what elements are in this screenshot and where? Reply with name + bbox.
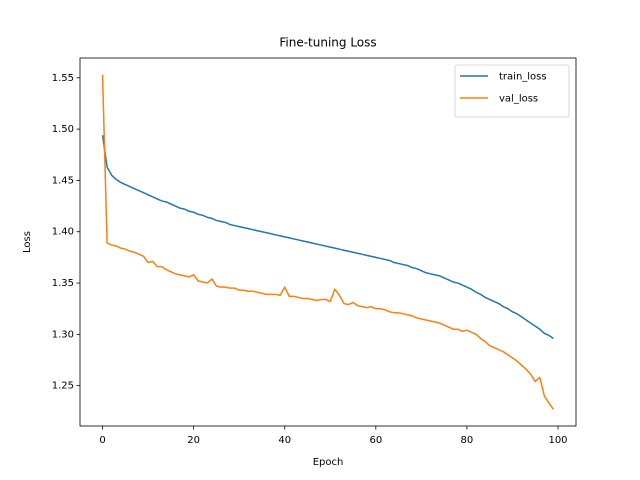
y-tick-label: 1.35 xyxy=(52,278,74,289)
axes-frame xyxy=(79,57,577,427)
legend-label: train_loss xyxy=(499,72,547,83)
x-tick-label: 60 xyxy=(369,435,382,446)
y-tick-label: 1.45 xyxy=(52,175,74,186)
y-tick-label: 1.55 xyxy=(52,73,74,84)
x-tick-label: 80 xyxy=(461,435,474,446)
series-line xyxy=(101,74,555,410)
chart-title: Fine-tuning Loss xyxy=(279,36,376,50)
y-tick-label: 1.50 xyxy=(52,124,74,135)
x-tick-label: 40 xyxy=(278,435,291,446)
x-tick-label: 0 xyxy=(99,435,105,446)
y-tick-label: 1.25 xyxy=(52,381,74,392)
legend-label: val_loss xyxy=(499,94,538,105)
series-line xyxy=(101,135,554,340)
y-axis-label: Loss xyxy=(22,231,33,253)
y-tick-label: 1.40 xyxy=(52,227,74,238)
legend-box xyxy=(454,64,570,118)
y-tick-label: 1.30 xyxy=(52,329,74,340)
x-tick-label: 100 xyxy=(548,435,567,446)
x-tick-label: 20 xyxy=(187,435,200,446)
x-axis-label: Epoch xyxy=(313,457,344,468)
